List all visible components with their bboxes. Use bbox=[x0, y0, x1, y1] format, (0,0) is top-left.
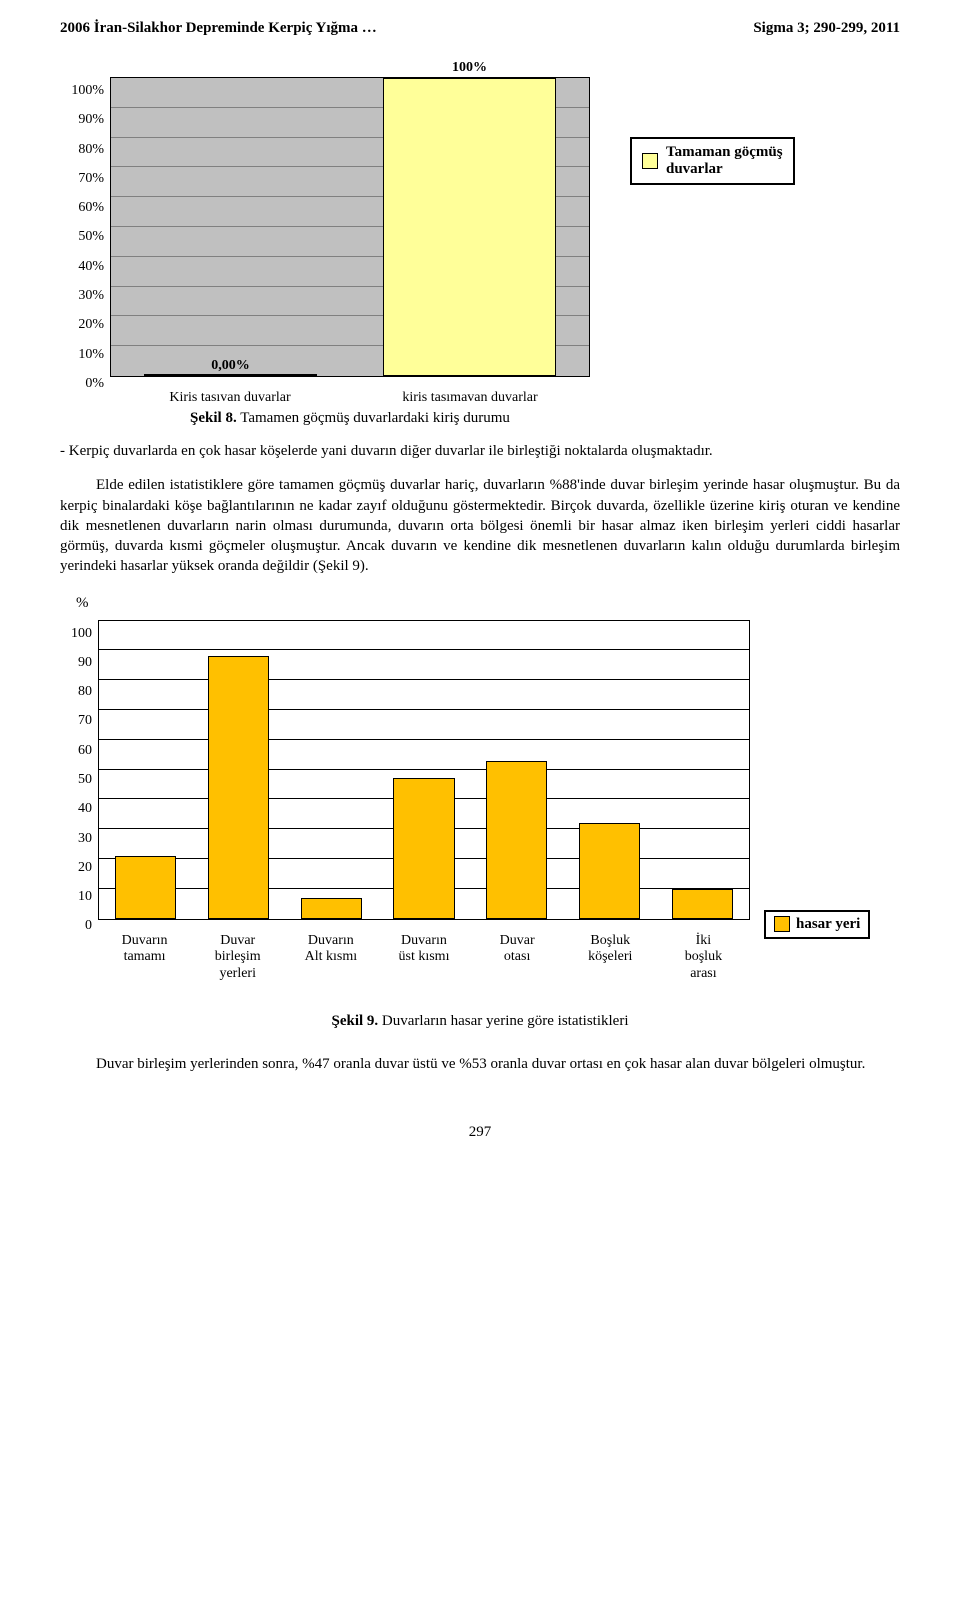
chart1-y-tick: 60% bbox=[60, 201, 104, 215]
chart2-y-tick: 90 bbox=[60, 656, 92, 670]
paragraph-2: Elde edilen istatistiklere göre tamamen … bbox=[60, 475, 900, 576]
chart2-x-label: Duvarbirleşimyerleri bbox=[191, 933, 284, 983]
chart1-y-tick: 20% bbox=[60, 318, 104, 332]
chart1-y-ticks: 0%10%20%30%40%50%60%70%80%90%100% bbox=[60, 77, 104, 384]
chart2-x-labels: DuvarıntamamıDuvarbirleşimyerleriDuvarın… bbox=[98, 933, 750, 983]
chart2-caption: Şekil 9. Duvarların hasar yerine göre is… bbox=[60, 1013, 900, 1030]
chart2-y-tick: 60 bbox=[60, 744, 92, 758]
chart2-y-axis-label: % bbox=[76, 595, 900, 612]
chart2-y-tick: 0 bbox=[60, 919, 92, 933]
chart1-bar bbox=[144, 374, 316, 376]
chart1-y-tick: 10% bbox=[60, 348, 104, 362]
chart1-y-tick: 70% bbox=[60, 172, 104, 186]
chart2-caption-rest: Duvarların hasar yerine göre istatistikl… bbox=[378, 1013, 628, 1029]
chart1-y-tick: 40% bbox=[60, 260, 104, 274]
chart2-x-label: DuvarınAlt kısmı bbox=[284, 933, 377, 967]
chart2-y-tick: 20 bbox=[60, 861, 92, 875]
chart2-legend-text: hasar yeri bbox=[796, 916, 860, 933]
chart1-x-labels: Kiris tasıvan duvarlarkiris tasımavan du… bbox=[110, 390, 590, 406]
chart2-x-label: Duvarıntamamı bbox=[98, 933, 191, 967]
chart2-y-tick: 40 bbox=[60, 802, 92, 816]
chart2-wrapper: 0102030405060708090100 DuvarıntamamıDuva… bbox=[60, 620, 900, 983]
chart1-x-label: Kiris tasıvan duvarlar bbox=[110, 390, 350, 406]
chart1-caption-strong: Şekil 8. bbox=[190, 410, 237, 426]
chart1-plot-area: 0,00%100% bbox=[110, 77, 590, 377]
header-right: Sigma 3; 290-299, 2011 bbox=[753, 20, 900, 37]
chart1: 0% 10% 20% 30% 40% 50% 60% 70% 80% 90% 100% 0,00%1… bbox=[60, 77, 590, 427]
chart2-bar bbox=[486, 761, 547, 919]
chart2-y-tick: 80 bbox=[60, 685, 92, 699]
chart2-y-ticks: 0102030405060708090100 bbox=[60, 620, 92, 927]
chart1-y-tick: 0% bbox=[60, 377, 104, 391]
chart2-y-tick: 70 bbox=[60, 714, 92, 728]
chart2-x-label: Duvarotası bbox=[471, 933, 564, 967]
chart2-y-tick: 50 bbox=[60, 773, 92, 787]
chart2: 0102030405060708090100 DuvarıntamamıDuva… bbox=[60, 620, 750, 983]
paragraph-1: - Kerpiç duvarlarda en çok hasar köşeler… bbox=[60, 441, 900, 461]
chart1-legend: Tamaman göçmüşduvarlar bbox=[630, 137, 795, 185]
chart1-y-tick: 90% bbox=[60, 113, 104, 127]
page-number: 297 bbox=[60, 1124, 900, 1141]
chart2-gridline bbox=[99, 679, 749, 680]
chart2-y-tick: 100 bbox=[60, 627, 92, 641]
chart2-bar bbox=[208, 656, 269, 918]
chart1-x-label: kiris tasımavan duvarlar bbox=[350, 390, 590, 406]
chart2-plot-area bbox=[98, 620, 750, 920]
chart2-x-label: Duvarınüst kısmı bbox=[377, 933, 470, 967]
chart2-gridline bbox=[99, 739, 749, 740]
closing-paragraph: Duvar birleşim yerlerinden sonra, %47 or… bbox=[60, 1054, 900, 1074]
chart2-x-label: İkiboşlukarası bbox=[657, 933, 750, 983]
chart2-gridline bbox=[99, 769, 749, 770]
chart2-bar bbox=[672, 889, 733, 919]
chart2-bar bbox=[301, 898, 362, 919]
chart1-y-tick: 100% bbox=[60, 84, 104, 98]
chart1-y-tick: 50% bbox=[60, 230, 104, 244]
chart1-value-label: 100% bbox=[452, 60, 487, 76]
chart2-bar bbox=[393, 778, 454, 918]
chart1-value-label: 0,00% bbox=[211, 358, 250, 374]
chart1-wrapper: 0% 10% 20% 30% 40% 50% 60% 70% 80% 90% 100% 0,00%1… bbox=[60, 77, 900, 427]
chart2-bar bbox=[579, 823, 640, 918]
chart2-legend: hasar yeri bbox=[764, 910, 870, 939]
chart2-legend-swatch bbox=[774, 916, 790, 932]
chart1-legend-text: Tamaman göçmüşduvarlar bbox=[666, 144, 783, 178]
chart1-bar bbox=[383, 78, 555, 376]
chart1-legend-swatch bbox=[642, 153, 658, 169]
page-header: 2006 İran-Silakhor Depreminde Kerpiç Yığ… bbox=[60, 20, 900, 37]
chart1-y-tick: 30% bbox=[60, 289, 104, 303]
chart2-y-tick: 10 bbox=[60, 890, 92, 904]
chart2-gridline bbox=[99, 709, 749, 710]
header-left: 2006 İran-Silakhor Depreminde Kerpiç Yığ… bbox=[60, 20, 377, 37]
chart2-caption-strong: Şekil 9. bbox=[331, 1013, 378, 1029]
chart2-bar bbox=[115, 856, 176, 919]
chart2-x-label: Boşlukköşeleri bbox=[564, 933, 657, 967]
chart2-y-tick: 30 bbox=[60, 832, 92, 846]
chart1-y-tick: 80% bbox=[60, 143, 104, 157]
chart1-caption-rest: Tamamen göçmüş duvarlardaki kiriş durumu bbox=[237, 410, 510, 426]
chart2-gridline bbox=[99, 649, 749, 650]
chart1-caption: Şekil 8. Tamamen göçmüş duvarlardaki kir… bbox=[110, 410, 590, 427]
